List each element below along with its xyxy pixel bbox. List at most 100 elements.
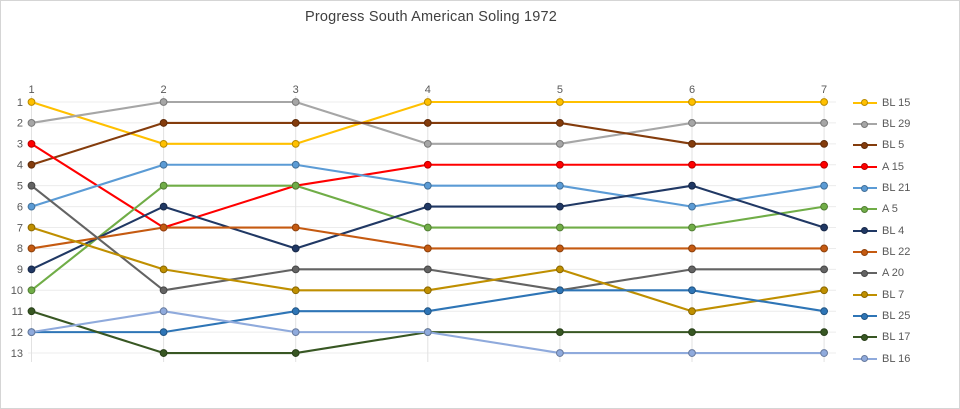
marker-a-15-x7 — [820, 160, 828, 169]
legend-key-icon — [853, 333, 877, 341]
marker-bl-7-x6 — [688, 307, 696, 316]
legend-key-icon — [853, 227, 877, 235]
legend-label: BL 7 — [882, 288, 905, 301]
legend-key-icon — [853, 248, 877, 256]
marker-bl-4-x7 — [820, 223, 828, 232]
marker-bl-22-x4 — [423, 244, 432, 253]
marker-a-5-x2 — [159, 181, 168, 190]
marker-bl-15-x5 — [556, 98, 564, 106]
marker-bl-16-x6 — [688, 349, 696, 357]
y-tick-label: 8 — [17, 243, 23, 255]
marker-bl-22-x3 — [291, 223, 300, 232]
y-tick-label: 13 — [11, 348, 23, 360]
marker-bl-7-x7 — [820, 286, 828, 295]
marker-bl-15-x6 — [688, 98, 696, 106]
legend-key-icon — [853, 312, 877, 320]
marker-bl-25-x4 — [423, 307, 432, 316]
marker-bl-5-x3 — [291, 119, 300, 127]
y-tick-label: 6 — [17, 201, 23, 213]
chart-title: Progress South American Soling 1972 — [304, 9, 558, 25]
marker-bl-25-x2 — [159, 328, 168, 337]
x-tick-label: 7 — [821, 84, 827, 96]
marker-bl-17-x7 — [820, 328, 828, 337]
marker-bl-4-x2 — [159, 202, 168, 211]
marker-bl-21-x3 — [291, 160, 300, 169]
marker-bl-21-x5 — [556, 181, 564, 190]
legend-item-bl-15: BL 15 — [853, 92, 910, 113]
legend-label: BL 17 — [882, 331, 911, 344]
marker-bl-16-x7 — [820, 349, 828, 357]
x-tick-label: 6 — [689, 84, 695, 96]
marker-a-5-x6 — [688, 223, 696, 232]
y-tick-label: 5 — [17, 180, 23, 192]
marker-a-5-x5 — [556, 223, 564, 232]
marker-bl-22-x5 — [556, 244, 564, 253]
legend-item-bl-7: BL 7 — [853, 284, 910, 305]
marker-bl-22-x7 — [820, 244, 828, 253]
legend-label: BL 4 — [882, 224, 905, 237]
marker-bl-15-x3 — [291, 139, 300, 148]
marker-bl-29-x4 — [423, 139, 432, 148]
y-tick-label: 1 — [17, 97, 23, 109]
legend-item-bl-5: BL 5 — [853, 135, 910, 156]
marker-bl-15-x7 — [820, 98, 828, 106]
x-tick-label: 3 — [293, 84, 299, 96]
marker-a-5-x7 — [820, 202, 828, 211]
legend-key-icon — [853, 291, 877, 299]
legend-label: BL 25 — [882, 310, 911, 323]
marker-a-15-x4 — [423, 160, 432, 169]
marker-bl-29-x3 — [291, 98, 300, 106]
marker-bl-29-x6 — [688, 119, 696, 127]
marker-bl-25-x5 — [556, 286, 564, 295]
legend-key-icon — [853, 99, 877, 107]
marker-bl-29-x5 — [556, 139, 564, 148]
marker-bl-5-x5 — [556, 119, 564, 127]
legend-key-icon — [853, 120, 877, 128]
y-tick-label: 11 — [12, 306, 23, 318]
legend-label: BL 5 — [882, 139, 905, 152]
legend-item-a-20: A 20 — [853, 263, 910, 284]
marker-bl-16-x2 — [159, 307, 168, 316]
chart-legend: BL 15 BL 29 BL 5 A 15 BL 21 A 5 BL 4 BL 22 A 20 B… — [853, 92, 910, 369]
marker-a-15-x5 — [556, 160, 564, 169]
marker-bl-29-x2 — [159, 98, 168, 106]
marker-bl-4-x1 — [27, 265, 36, 274]
marker-bl-7-x5 — [556, 265, 564, 274]
legend-item-bl-25: BL 25 — [853, 305, 910, 326]
marker-bl-21-x7 — [820, 181, 828, 190]
marker-bl-7-x3 — [291, 286, 300, 295]
marker-a-5-x3 — [291, 181, 300, 190]
marker-bl-4-x6 — [688, 181, 696, 190]
marker-bl-25-x7 — [820, 307, 828, 316]
marker-a-5-x4 — [423, 223, 432, 232]
marker-bl-16-x3 — [291, 328, 300, 337]
legend-key-icon — [853, 355, 877, 363]
marker-bl-22-x2 — [159, 223, 168, 232]
marker-bl-15-x4 — [423, 98, 432, 106]
marker-a-15-x6 — [688, 160, 696, 169]
marker-bl-4-x5 — [556, 202, 564, 211]
marker-bl-15-x1 — [27, 98, 36, 106]
marker-bl-17-x5 — [556, 328, 564, 337]
marker-bl-5-x1 — [27, 160, 36, 169]
legend-key-icon — [853, 184, 877, 192]
legend-key-icon — [853, 269, 877, 277]
y-tick-label: 9 — [17, 264, 23, 276]
marker-bl-17-x6 — [688, 328, 696, 337]
marker-bl-21-x6 — [688, 202, 696, 211]
marker-bl-29-x1 — [27, 119, 36, 127]
marker-a-20-x6 — [688, 265, 696, 274]
marker-bl-17-x3 — [291, 349, 300, 357]
y-tick-label: 3 — [17, 139, 23, 151]
marker-bl-21-x1 — [27, 202, 36, 211]
legend-item-bl-29: BL 29 — [853, 113, 910, 134]
marker-bl-7-x4 — [423, 286, 432, 295]
legend-label: A 15 — [882, 160, 905, 173]
marker-bl-4-x3 — [291, 244, 300, 253]
marker-a-20-x3 — [291, 265, 300, 274]
y-tick-label: 7 — [17, 222, 23, 234]
legend-label: BL 15 — [882, 96, 911, 109]
marker-bl-5-x6 — [688, 139, 696, 148]
legend-label: BL 29 — [882, 118, 911, 131]
